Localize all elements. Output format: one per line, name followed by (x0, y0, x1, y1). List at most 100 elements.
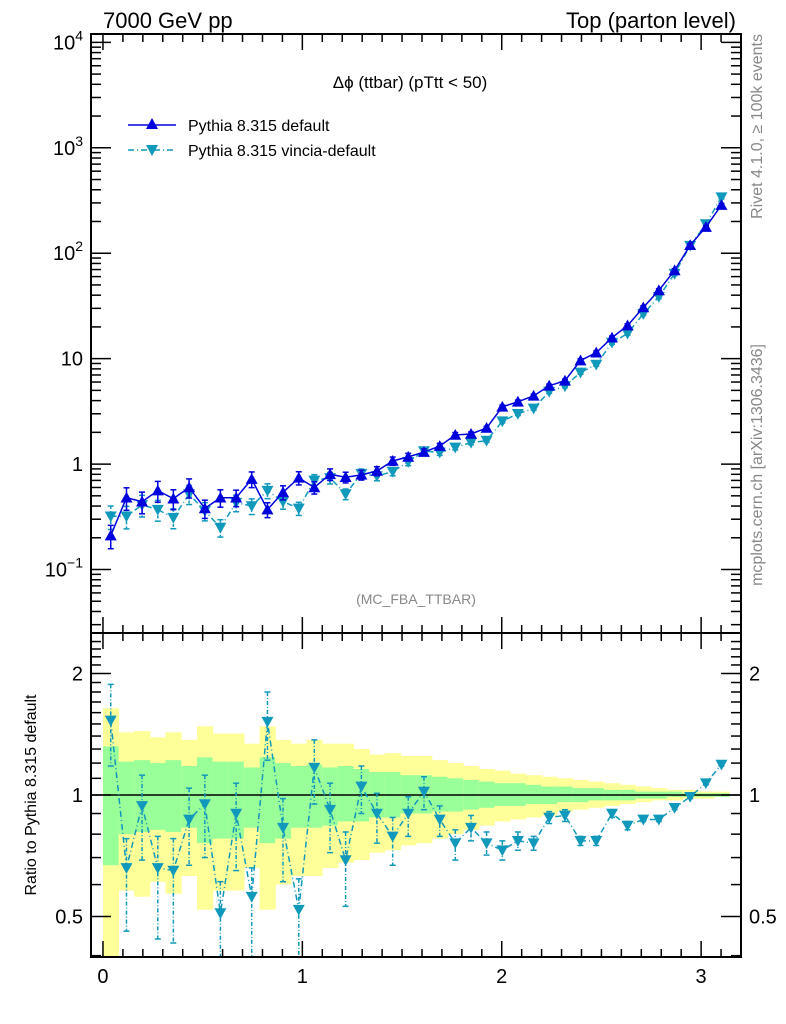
ratio-point (652, 814, 665, 826)
band-green (666, 791, 683, 797)
band-green (259, 757, 276, 844)
data-point-default (652, 284, 665, 296)
data-point-default (324, 468, 337, 480)
y-tick-label: 1 (72, 454, 83, 476)
plot-title: Δϕ (ttbar) (pTtt < 50) (333, 73, 488, 92)
data-point-default (339, 471, 352, 483)
data-point-default (543, 379, 556, 391)
band-green (212, 761, 229, 839)
mcplots-label: mcplots.cern.ch [arXiv:1306.3436] (749, 344, 766, 586)
data-point-default (590, 346, 603, 358)
ratio-point (183, 814, 196, 826)
ratio-point (527, 838, 540, 850)
ratio-point (308, 762, 321, 774)
ratio-y-tick-label-right: 2 (749, 664, 760, 686)
data-point-default (386, 454, 399, 466)
ratio-point (230, 808, 243, 820)
data-point-vincia (574, 367, 587, 379)
y-tick-label: 104 (53, 27, 83, 54)
band-green (149, 763, 167, 830)
data-point-default (183, 481, 196, 493)
data-point-default (449, 428, 462, 440)
ratio-point (167, 865, 180, 877)
band-green (290, 766, 308, 828)
data-point-default (136, 495, 149, 507)
data-point-default (699, 221, 712, 232)
legend: Pythia 8.315 default Pythia 8.315 vincia… (128, 118, 376, 160)
ratio-point (136, 801, 149, 812)
band-green (431, 776, 449, 812)
main-axes: 10−1 1 10 102 103 104 (45, 27, 742, 634)
data-point-vincia (496, 416, 509, 428)
ratio-point (198, 799, 211, 811)
ratio-point (449, 838, 462, 850)
data-point-vincia (480, 435, 493, 447)
ratio-point (261, 716, 274, 728)
ratio-point (433, 814, 446, 826)
data-point-vincia (621, 328, 634, 340)
y-tick-label: 103 (53, 133, 83, 160)
data-point-default (417, 446, 430, 457)
y-tick-label: 102 (53, 238, 83, 265)
data-point-default (198, 502, 211, 514)
ratio-point (402, 808, 415, 820)
data-point-default (151, 484, 164, 496)
x-tick-label: 3 (696, 966, 707, 988)
data-point-vincia (214, 522, 227, 534)
data-point-default (496, 400, 509, 412)
data-point-default (668, 264, 681, 276)
x-tick-label: 2 (496, 966, 507, 988)
data-point-default (167, 492, 180, 504)
ratio-point (245, 891, 258, 903)
data-point-default (230, 491, 243, 503)
ratio-point (699, 778, 712, 790)
data-point-default (621, 319, 634, 331)
data-point-vincia (151, 504, 164, 516)
data-point-vincia (292, 503, 305, 515)
x-tick-label: 1 (297, 966, 308, 988)
ratio-point (590, 836, 603, 847)
data-point-default (402, 450, 415, 462)
ratio-point (574, 836, 587, 847)
data-point-vincia (167, 512, 180, 524)
ratio-point (621, 820, 634, 832)
ratio-point (292, 904, 305, 916)
series-line-vincia (110, 196, 723, 529)
data-point-vincia (386, 466, 399, 478)
data-point-default (684, 239, 697, 251)
ratio-y-tick-label-left: 1 (72, 785, 83, 807)
ratio-point (277, 822, 290, 834)
data-point-vincia (104, 511, 117, 523)
legend-label-vincia: Pythia 8.315 vincia-default (188, 143, 376, 160)
ratio-bands (91, 708, 741, 957)
data-point-default (715, 199, 728, 210)
y-tick-exponent: −1 (67, 555, 83, 571)
ratio-ylabel: Ratio to Pythia 8.315 default (23, 694, 40, 896)
ratio-point (511, 836, 524, 847)
ratio-point (151, 863, 164, 874)
data-point-default (261, 503, 274, 515)
data-point-default (245, 473, 258, 484)
ratio-point (668, 802, 681, 814)
ratio-axes: 0.5 0.5 1 1 2 2 0 1 2 3 (55, 632, 777, 988)
legend-entry-vincia: Pythia 8.315 vincia-default (128, 143, 376, 160)
ratio-point (355, 781, 368, 793)
ratio-y-tick-label-right: 1 (749, 785, 760, 807)
ratio-point (417, 786, 430, 798)
ratio-y-tick-label-left: 0.5 (55, 907, 83, 929)
data-point-vincia (715, 192, 728, 204)
ratio-series-layer (104, 683, 728, 958)
analysis-label: (MC_FBA_TTBAR) (356, 591, 476, 607)
rivet-version-label: Rivet 4.1.0, ≥ 100k events (749, 34, 766, 219)
main-series-layer (104, 192, 728, 550)
data-point-default (511, 395, 524, 407)
data-point-default (214, 491, 227, 503)
band-green (243, 767, 261, 828)
ratio-point (684, 792, 697, 803)
y-tick-exponent: 2 (75, 238, 83, 254)
data-point-vincia (465, 437, 478, 449)
ratio-point (480, 838, 493, 850)
band-green (337, 766, 354, 822)
y-tick-label: 10 (61, 349, 83, 371)
